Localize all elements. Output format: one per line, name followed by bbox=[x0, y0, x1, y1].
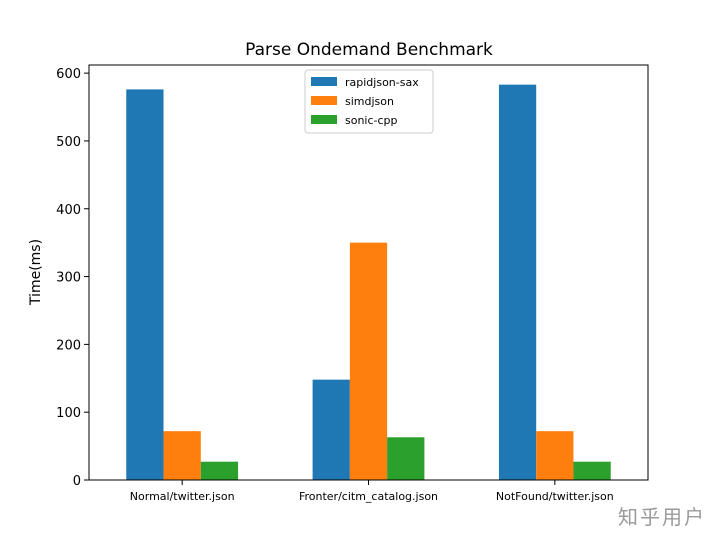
legend-swatch bbox=[311, 77, 337, 86]
legend-label: simdjson bbox=[345, 95, 394, 108]
y-tick-label: 100 bbox=[56, 406, 81, 421]
legend: rapidjson-sax simdjson sonic-cpp bbox=[304, 69, 434, 134]
legend-label: rapidjson-sax bbox=[345, 76, 419, 89]
legend-swatch bbox=[311, 115, 337, 124]
legend-label: sonic-cpp bbox=[345, 114, 398, 127]
bar-rapidjson-sax-2 bbox=[498, 84, 537, 480]
bar-simdjson-2 bbox=[536, 431, 574, 480]
watermark: 知乎用户 bbox=[618, 505, 706, 529]
bar-sonic-cpp-2 bbox=[573, 461, 611, 480]
y-tick-label: 500 bbox=[56, 135, 81, 150]
bar-rapidjson-sax-0 bbox=[126, 89, 164, 480]
x-tick-label: Normal/twitter.json bbox=[130, 490, 235, 503]
bar-sonic-cpp-1 bbox=[387, 437, 425, 480]
y-tick-label: 200 bbox=[56, 338, 81, 353]
y-tick-label: 0 bbox=[73, 474, 81, 489]
bar-sonic-cpp-0 bbox=[200, 461, 239, 480]
bar-simdjson-0 bbox=[163, 431, 201, 480]
y-tick-label: 400 bbox=[56, 203, 81, 218]
plot-frame bbox=[88, 64, 649, 481]
bar-simdjson-1 bbox=[349, 242, 388, 480]
y-tick-label: 300 bbox=[56, 271, 81, 286]
bar-rapidjson-sax-1 bbox=[312, 379, 350, 480]
legend-swatch bbox=[311, 96, 337, 105]
chart-title: Parse Ondemand Benchmark bbox=[245, 40, 493, 60]
y-tick-label: 600 bbox=[56, 67, 81, 82]
bars-group bbox=[126, 84, 611, 480]
y-ticks: 0 100 200 300 400 500 600 bbox=[56, 67, 89, 489]
x-ticks: Normal/twitter.json Fronter/citm_catalog.… bbox=[130, 480, 614, 503]
x-tick-label: Fronter/citm_catalog.json bbox=[299, 490, 438, 503]
y-axis-label: Time(ms) bbox=[28, 239, 44, 306]
x-tick-label: NotFound/twitter.json bbox=[496, 490, 614, 503]
